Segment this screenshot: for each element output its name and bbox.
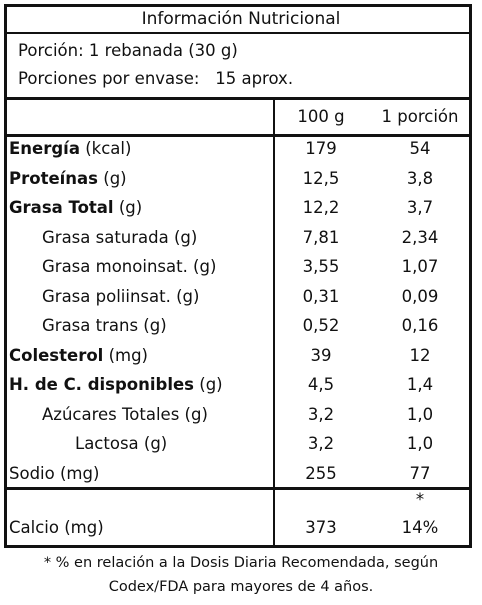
value-portion: 0,09 xyxy=(401,287,439,306)
nutrient-name-unit: Grasa poliinsat. (g) xyxy=(42,287,200,306)
serving-size-label: Porción: xyxy=(18,41,84,60)
value-portion: 1,0 xyxy=(406,434,434,453)
value-100g: 3,2 xyxy=(307,405,335,424)
divider xyxy=(4,134,472,137)
nutrient-name: H. de C. disponibles (g) xyxy=(9,375,223,394)
nutrient-name: Grasa saturada (g) xyxy=(42,228,197,247)
nutrient-name-unit: Lactosa (g) xyxy=(75,434,168,453)
value-portion: 77 xyxy=(409,464,431,483)
value-100g: 7,81 xyxy=(302,228,340,247)
value-100g: 12,5 xyxy=(302,169,340,188)
nutrient-name-unit: Grasa monoinsat. (g) xyxy=(42,257,217,276)
value-portion: 54 xyxy=(409,139,431,158)
nutrient-name-bold: Energía xyxy=(9,139,80,158)
calcium-portion: 14% xyxy=(401,518,439,537)
serving-size-value: 1 rebanada (30 g) xyxy=(88,41,238,60)
footnote-line-1: * % en relación a la Dosis Diaria Recome… xyxy=(43,555,439,571)
nutrient-name-unit: (g) xyxy=(194,375,223,394)
nutrient-name: Lactosa (g) xyxy=(75,434,167,453)
nutrient-name-bold: Colesterol xyxy=(9,346,104,365)
value-portion: 12 xyxy=(409,346,431,365)
nutrient-name-unit: Azúcares Totales (g) xyxy=(42,405,208,424)
nutrient-name-unit: (kcal) xyxy=(79,139,132,158)
divider xyxy=(4,32,472,34)
nutrient-name-unit: (g) xyxy=(113,198,143,217)
nutrient-name-bold: Proteínas xyxy=(9,169,99,188)
serving-size: Porción: 1 rebanada (30 g) xyxy=(18,41,238,60)
nutrient-name-unit: Sodio (mg) xyxy=(9,464,100,483)
servings-per-package: Porciones por envase: 15 aprox. xyxy=(18,69,293,88)
nutrient-name-bold: Grasa Total xyxy=(9,198,114,217)
nutrient-name-unit: (mg) xyxy=(103,346,148,365)
value-100g: 179 xyxy=(305,139,337,158)
value-100g: 4,5 xyxy=(307,375,335,394)
column-divider xyxy=(273,99,275,548)
nutrient-name: Azúcares Totales (g) xyxy=(42,405,208,424)
divider xyxy=(4,487,472,490)
value-100g: 0,52 xyxy=(302,316,340,335)
value-100g: 255 xyxy=(305,464,337,483)
column-header-portion: 1 porción xyxy=(381,107,459,126)
nutrient-name-unit: (g) xyxy=(98,169,127,188)
nutrient-name: Grasa poliinsat. (g) xyxy=(42,287,199,306)
nutrient-name: Sodio (mg) xyxy=(9,464,99,483)
value-100g: 3,55 xyxy=(302,257,340,276)
calcium-100g: 373 xyxy=(305,518,337,537)
value-100g: 0,31 xyxy=(302,287,340,306)
servings-per-package-value: 15 aprox. xyxy=(215,69,294,88)
calcium-name: Calcio (mg) xyxy=(9,518,104,537)
value-100g: 39 xyxy=(310,346,332,365)
divider xyxy=(4,97,472,100)
value-100g: 3,2 xyxy=(307,434,335,453)
value-portion: 1,0 xyxy=(406,405,434,424)
nutrient-name: Energía (kcal) xyxy=(9,139,131,158)
value-portion: 1,4 xyxy=(406,375,434,394)
nutrient-name: Grasa Total (g) xyxy=(9,198,142,217)
value-portion: 3,7 xyxy=(406,198,434,217)
nutrition-label xyxy=(4,4,472,548)
servings-per-package-label: Porciones por envase: xyxy=(18,69,200,88)
column-header-100g: 100 g xyxy=(297,107,345,126)
value-100g: 12,2 xyxy=(302,198,340,217)
nutrient-name: Colesterol (mg) xyxy=(9,346,148,365)
value-portion: 3,8 xyxy=(406,169,434,188)
value-portion: 0,16 xyxy=(401,316,439,335)
nutrient-name-bold: H. de C. disponibles xyxy=(9,375,195,394)
nutrient-name-unit: Grasa trans (g) xyxy=(42,316,167,335)
nutrient-name-unit: Grasa saturada (g) xyxy=(42,228,198,247)
value-portion: 2,34 xyxy=(401,228,439,247)
footnote-line-2: Codex/FDA para mayores de 4 años. xyxy=(108,579,374,595)
value-portion: 1,07 xyxy=(401,257,439,276)
nutrient-name: Proteínas (g) xyxy=(9,169,127,188)
calcium-asterisk: * xyxy=(415,490,425,509)
nutrient-name: Grasa trans (g) xyxy=(42,316,167,335)
nutrient-name: Grasa monoinsat. (g) xyxy=(42,257,216,276)
label-title: Información Nutricional xyxy=(141,9,341,29)
